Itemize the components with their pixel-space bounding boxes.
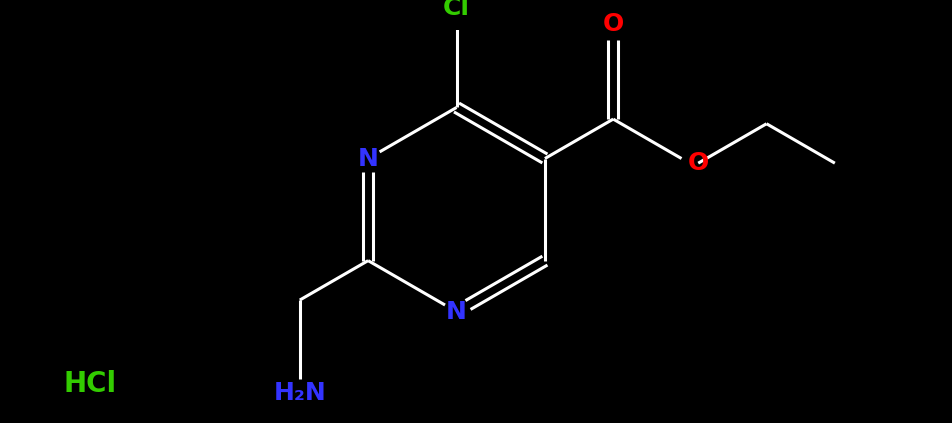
- Text: Cl: Cl: [443, 0, 470, 20]
- Text: HCl: HCl: [64, 370, 116, 398]
- Text: N: N: [358, 146, 379, 170]
- Text: O: O: [603, 11, 624, 36]
- Text: O: O: [687, 151, 709, 175]
- Text: N: N: [446, 299, 466, 324]
- Text: H₂N: H₂N: [273, 381, 327, 405]
